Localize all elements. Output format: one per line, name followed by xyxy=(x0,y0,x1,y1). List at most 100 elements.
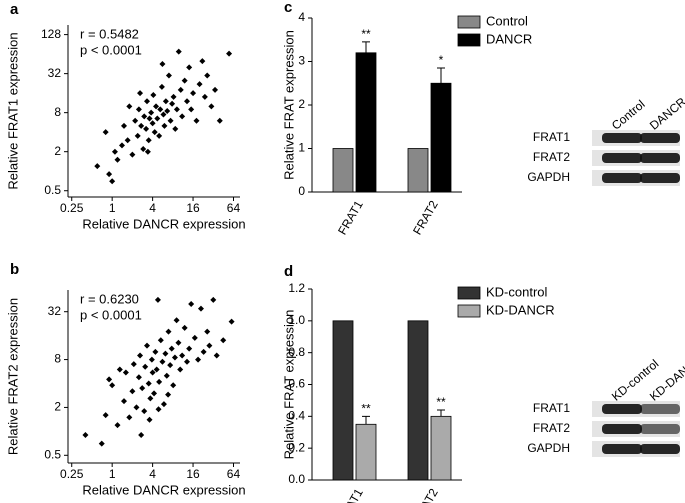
blot-band xyxy=(640,404,680,414)
significance: ** xyxy=(436,395,446,409)
y-tick-label: 2 xyxy=(298,97,305,111)
point xyxy=(228,318,235,325)
significance: * xyxy=(439,53,444,67)
point xyxy=(169,100,176,107)
y-axis-label: Relative FRAT expression xyxy=(281,310,296,460)
point xyxy=(156,378,163,385)
point xyxy=(141,113,148,120)
point xyxy=(165,72,172,79)
point xyxy=(154,296,161,303)
x-tick-label: FRAT2 xyxy=(410,198,441,237)
point xyxy=(168,345,175,352)
x-tick-label: FRAT1 xyxy=(335,198,366,237)
error-bar xyxy=(437,67,445,84)
y-tick-label: 0.0 xyxy=(288,472,305,486)
point xyxy=(122,369,129,376)
point xyxy=(173,106,180,113)
x-tick-label: 1 xyxy=(109,467,116,481)
bar xyxy=(355,52,377,193)
blot-row-label: FRAT2 xyxy=(533,421,570,435)
point xyxy=(179,352,186,359)
point xyxy=(186,64,193,71)
point xyxy=(111,148,118,155)
point xyxy=(143,125,150,132)
point xyxy=(208,103,215,110)
blot-band xyxy=(602,444,642,454)
point xyxy=(142,363,149,370)
point xyxy=(145,380,152,387)
blot-band xyxy=(602,404,642,414)
y-tick-label: 2 xyxy=(54,144,61,158)
blot-lane-label: DANCR xyxy=(647,94,685,132)
point xyxy=(171,354,178,361)
y-tick-label: 1.2 xyxy=(288,281,305,295)
point xyxy=(141,408,148,415)
point xyxy=(160,111,167,118)
point xyxy=(135,374,142,381)
blot-row-label: FRAT1 xyxy=(533,401,570,415)
y-tick-label: 0.5 xyxy=(44,447,61,461)
bar xyxy=(332,148,354,193)
point xyxy=(165,328,172,335)
y-tick-label: 1 xyxy=(298,141,305,155)
y-axis-label: Relative FRAT1 expression xyxy=(5,32,20,189)
point xyxy=(157,106,164,113)
point xyxy=(82,432,89,439)
point xyxy=(164,107,171,114)
y-tick-label: 8 xyxy=(54,105,61,119)
point xyxy=(114,422,121,429)
point xyxy=(157,337,164,344)
point xyxy=(106,171,113,178)
point xyxy=(150,91,157,98)
point xyxy=(212,86,219,93)
point xyxy=(204,72,211,79)
point xyxy=(116,366,123,373)
point xyxy=(98,440,105,447)
point xyxy=(179,113,186,120)
blot-row-label: FRAT2 xyxy=(533,150,570,164)
x-tick-label: 4 xyxy=(149,467,156,481)
significance: ** xyxy=(361,402,371,416)
point xyxy=(126,414,133,421)
blot-band xyxy=(602,153,642,163)
panel-label: c xyxy=(284,0,292,16)
point xyxy=(226,50,233,57)
point xyxy=(143,342,150,349)
point xyxy=(195,356,202,363)
point xyxy=(181,324,188,331)
point xyxy=(199,58,206,65)
y-tick-label: 1.0 xyxy=(288,313,305,327)
annotation: r = 0.6230 xyxy=(80,291,139,306)
point xyxy=(172,125,179,132)
point xyxy=(163,372,170,379)
point xyxy=(186,345,193,352)
legend-swatch xyxy=(457,33,481,47)
y-tick-label: 4 xyxy=(298,10,305,24)
blot-lane-label: Control xyxy=(609,97,648,133)
point xyxy=(120,122,127,129)
bar xyxy=(332,320,354,481)
legend-label: KD-DANCR xyxy=(486,302,555,317)
y-tick-label: 0.6 xyxy=(288,377,305,391)
x-tick-label: 1 xyxy=(109,201,116,215)
point xyxy=(135,106,142,113)
point xyxy=(146,416,153,423)
y-tick-label: 32 xyxy=(48,66,62,80)
point xyxy=(109,382,116,389)
point xyxy=(165,391,172,398)
point xyxy=(167,362,174,369)
blot-band xyxy=(602,424,642,434)
point xyxy=(159,61,166,68)
blot-row-label: GAPDH xyxy=(527,170,570,184)
point xyxy=(152,348,159,355)
point xyxy=(177,366,184,373)
point xyxy=(120,398,127,405)
point xyxy=(181,77,188,84)
point xyxy=(134,132,141,139)
point xyxy=(206,342,213,349)
x-tick-label: FRAT1 xyxy=(335,486,366,503)
x-tick-label: 4 xyxy=(149,201,156,215)
panel-label: b xyxy=(10,261,19,278)
blot-band xyxy=(640,444,680,454)
x-tick-label: 64 xyxy=(227,201,241,215)
